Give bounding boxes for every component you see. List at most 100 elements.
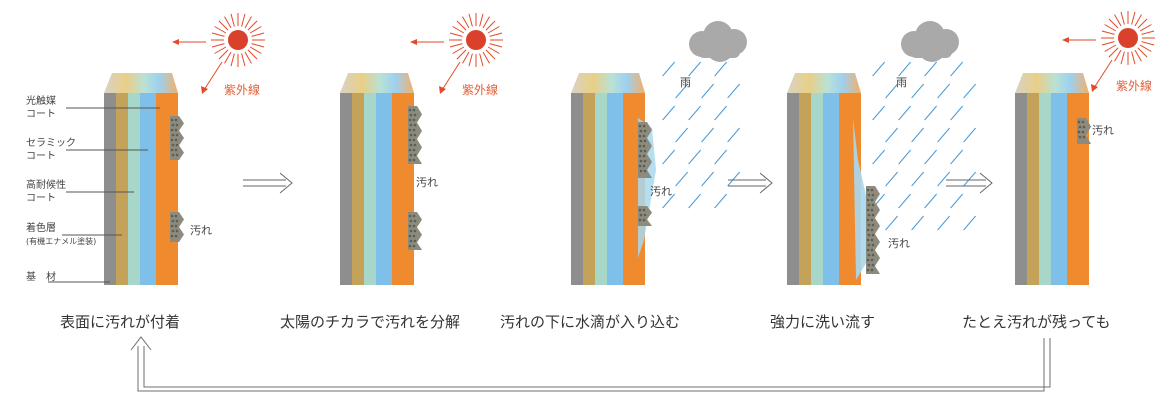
raindrop xyxy=(688,149,702,165)
wall-layer-1 xyxy=(104,93,116,285)
raindrop xyxy=(662,105,676,121)
dirt-speck xyxy=(409,123,413,127)
dirt-speck xyxy=(408,214,412,218)
sun-ray xyxy=(479,13,484,27)
dirt-speck xyxy=(170,128,174,132)
raindrop xyxy=(727,127,741,143)
sun-ray xyxy=(468,53,473,67)
sun-ray xyxy=(211,32,225,37)
panel-5: 紫外線 汚れ たとえ汚れが残っても xyxy=(962,11,1155,331)
dirt-speck xyxy=(412,244,416,248)
raindrop xyxy=(885,127,899,143)
dirt-speck xyxy=(409,143,413,147)
dirt-speck xyxy=(642,208,646,212)
dirt-speck xyxy=(866,258,870,262)
sun-ray xyxy=(462,51,470,64)
raindrop xyxy=(872,149,886,165)
dirt-speck xyxy=(643,213,647,217)
wall-layer-3 xyxy=(1039,93,1051,285)
raindrop xyxy=(727,83,741,99)
dirt-speck xyxy=(408,108,412,112)
dirt-speck xyxy=(1077,120,1081,124)
raindrop xyxy=(937,171,951,187)
rain-label: 雨 xyxy=(896,76,907,89)
dirt-speck xyxy=(412,138,416,142)
layered-wall xyxy=(787,73,861,285)
dirt-speck xyxy=(866,238,870,242)
dirt-speck xyxy=(413,143,417,147)
raindrop xyxy=(898,193,912,209)
raindrop xyxy=(898,105,912,121)
sun-ray xyxy=(1134,14,1142,27)
uv-arrow xyxy=(203,61,223,91)
dirt-speck xyxy=(408,138,412,142)
dirt-shape xyxy=(170,116,184,160)
dirt-speck xyxy=(643,149,647,153)
dirt-speck xyxy=(642,164,646,168)
cloud-base xyxy=(910,46,952,58)
dirt-label: 汚れ xyxy=(190,224,212,237)
cloud-base xyxy=(698,46,740,58)
sun-ray xyxy=(244,16,252,29)
dirt-speck xyxy=(871,223,875,227)
raindrop xyxy=(963,127,977,143)
raindrop xyxy=(937,215,951,231)
layered-wall xyxy=(1015,73,1089,285)
dirt-speck xyxy=(170,214,174,218)
dirt-speck xyxy=(638,218,642,222)
dirt-speck xyxy=(174,214,178,218)
sun-disc xyxy=(1118,28,1138,48)
dirt-speck xyxy=(638,208,642,212)
dirt-speck xyxy=(867,233,871,237)
dirt-patch xyxy=(866,186,880,274)
raindrop xyxy=(963,215,977,231)
dirt-speck xyxy=(409,113,413,117)
dirt-speck xyxy=(408,128,412,132)
raindrop xyxy=(714,105,728,121)
raindrop xyxy=(950,149,964,165)
raindrop xyxy=(662,193,676,209)
raindrop xyxy=(898,149,912,165)
dirt-speck xyxy=(866,188,870,192)
sun-ray xyxy=(224,51,232,64)
raindrop xyxy=(675,83,689,99)
dirt-speck xyxy=(867,213,871,217)
dirt-label: 汚れ xyxy=(650,185,672,198)
dirt-speck xyxy=(871,193,875,197)
dirt-speck xyxy=(409,229,413,233)
wall-layer-2 xyxy=(799,93,811,285)
dirt-speck xyxy=(871,263,875,267)
dirt-speck xyxy=(870,188,874,192)
dirt-speck xyxy=(174,234,178,238)
dirt-speck xyxy=(408,118,412,122)
dirt-speck xyxy=(170,138,174,142)
uv-label: 紫外線 xyxy=(224,82,260,97)
sun-ray xyxy=(489,32,503,37)
dirt-speck xyxy=(642,218,646,222)
caption-step-2: 太陽のチカラで汚れを分解 xyxy=(280,313,460,331)
dirt-speck xyxy=(642,124,646,128)
dirt-speck xyxy=(639,149,643,153)
dirt-speck xyxy=(867,223,871,227)
sun-ray xyxy=(218,20,229,31)
dirt-speck xyxy=(174,138,178,142)
dirt-patch xyxy=(170,212,184,242)
dirt-speck xyxy=(171,133,175,137)
dirt-speck xyxy=(412,108,416,112)
layer-label-text: コート xyxy=(26,193,56,204)
sun-ray xyxy=(1137,18,1148,29)
raindrop xyxy=(885,215,899,231)
sun-ray xyxy=(230,53,235,67)
rain-label: 雨 xyxy=(680,76,691,89)
sun-ray xyxy=(479,53,484,67)
sun-ray xyxy=(1131,51,1136,65)
dirt-speck xyxy=(174,118,178,122)
raindrop xyxy=(898,61,912,77)
raindrop xyxy=(701,127,715,143)
dirt-label: 汚れ xyxy=(888,237,910,250)
dirt-patch xyxy=(638,122,652,178)
step-arrows xyxy=(243,172,993,194)
dirt-speck xyxy=(638,144,642,148)
raindrop xyxy=(675,171,689,187)
